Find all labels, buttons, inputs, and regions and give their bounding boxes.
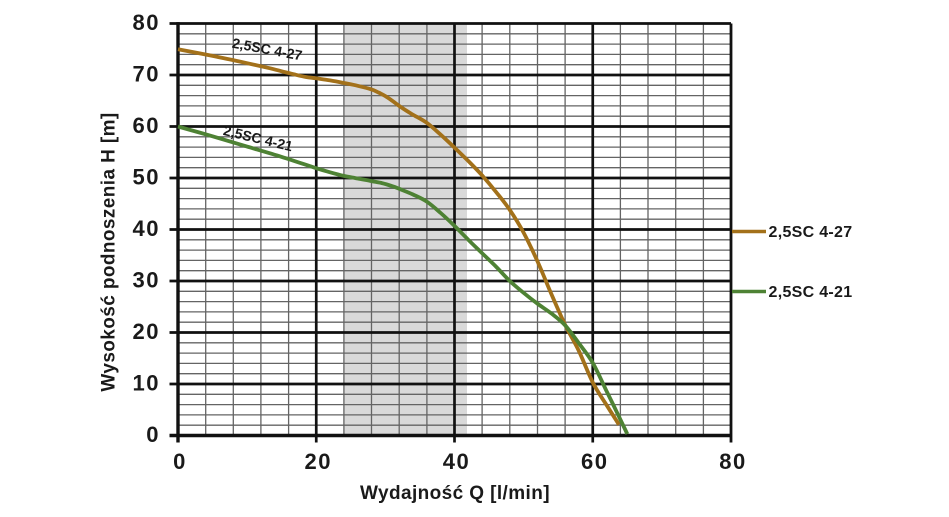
svg-text:20: 20 [304,449,331,474]
svg-text:50: 50 [133,165,160,190]
svg-text:10: 10 [133,371,160,396]
svg-text:Wydajność Q [l/min]: Wydajność Q [l/min] [360,483,550,504]
svg-text:60: 60 [133,113,160,138]
svg-text:40: 40 [133,216,160,241]
svg-text:80: 80 [719,449,746,474]
svg-text:2,5SC 4-27: 2,5SC 4-27 [769,224,853,241]
svg-text:0: 0 [173,449,187,474]
svg-text:0: 0 [146,422,160,447]
svg-text:70: 70 [133,62,160,87]
svg-text:60: 60 [581,449,608,474]
svg-text:2,5SC 4-21: 2,5SC 4-21 [769,284,853,301]
svg-text:40: 40 [443,449,470,474]
svg-text:20: 20 [133,319,160,344]
svg-text:80: 80 [133,10,160,35]
svg-text:30: 30 [133,268,160,293]
svg-text:Wysokość podnoszenia H [m]: Wysokość podnoszenia H [m] [99,112,120,391]
